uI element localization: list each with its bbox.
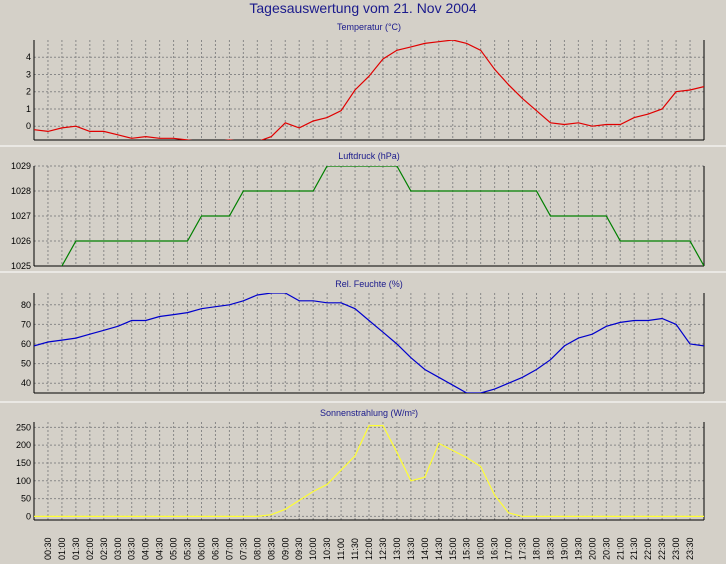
x-tick-label: 21:30 [629,537,639,560]
y-tick-label: 100 [16,476,31,486]
x-tick-label: 19:30 [573,537,583,560]
y-tick-label: 3 [26,69,31,79]
panel-title: Rel. Feuchte (%) [335,279,403,289]
x-tick-label: 11:00 [336,538,346,560]
y-tick-label: 1025 [11,261,31,271]
y-tick-label: 250 [16,422,31,432]
y-tick-label: 4 [26,52,31,62]
y-tick-label: 50 [21,359,31,369]
x-tick-label: 07:30 [238,537,248,560]
x-tick-label: 18:00 [532,537,542,560]
x-tick-label: 06:00 [197,537,207,560]
y-tick-label: 50 [21,494,31,504]
x-tick-label: 14:30 [434,537,444,560]
x-tick-label: 09:00 [280,537,290,560]
y-tick-label: 0 [26,121,31,131]
y-tick-label: 0 [26,511,31,521]
x-tick-label: 18:30 [545,537,555,560]
x-tick-label: 20:00 [587,537,597,560]
y-tick-label: 150 [16,458,31,468]
pressure-panel: Luftdruck (hPa) 1025 1026 1027 1028 1029 [11,151,705,271]
series-line [34,40,704,140]
x-tick-label: 08:30 [266,537,276,560]
x-tick-label: 10:30 [322,537,332,560]
x-tick-label: 04:00 [141,537,151,560]
series-line [34,425,704,518]
y-tick-label: 200 [16,440,31,450]
x-tick-label: 09:30 [294,537,304,560]
y-tick-label: 1026 [11,236,31,246]
x-tick-label: 04:30 [155,537,165,560]
x-tick-label: 01:30 [71,537,81,560]
panel-title: Sonnenstrahlung (W/m²) [320,408,418,418]
x-tick-label: 20:30 [601,537,611,560]
x-tick-label: 17:00 [504,537,514,560]
x-tick-label: 03:00 [113,537,123,560]
x-tick-label: 23:00 [671,537,681,560]
x-tick-label: 12:00 [364,537,374,560]
x-tick-label: 22:00 [643,537,653,560]
x-tick-label: 11:30 [350,538,360,560]
x-tick-label: 15:30 [462,537,472,560]
x-tick-label: 02:30 [99,537,109,560]
series-line [34,293,704,393]
x-tick-label: 01:00 [57,537,67,560]
y-tick-label: 1028 [11,186,31,196]
y-tick-label: 2 [26,87,31,97]
x-tick-label: 19:00 [559,537,569,560]
x-tick-label: 08:00 [252,537,262,560]
x-tick-label: 07:00 [224,537,234,560]
x-tick-label: 05:30 [183,537,193,560]
panel-title: Luftdruck (hPa) [338,151,400,161]
y-tick-label: 40 [21,378,31,388]
y-tick-label: 1 [26,104,31,114]
x-tick-label: 15:00 [448,537,458,560]
x-tick-label: 16:00 [476,537,486,560]
x-tick-label: 13:00 [392,537,402,560]
x-tick-label: 10:00 [308,537,318,560]
y-tick-label: 1029 [11,161,31,171]
x-tick-label: 14:00 [420,537,430,560]
x-tick-label: 00:30 [43,537,53,560]
y-tick-label: 70 [21,319,31,329]
page-title: Tagesauswertung vom 21. Nov 2004 [249,0,477,16]
temperature-panel: Temperatur (°C) 0 1 2 3 4 [26,22,705,141]
x-tick-label: 21:00 [615,537,625,560]
y-tick-label: 80 [21,300,31,310]
x-tick-label: 13:30 [406,537,416,560]
series-line [60,166,704,266]
humidity-panel: Rel. Feuchte (%) 40 50 60 70 80 [21,279,705,394]
x-tick-label: 05:00 [169,537,179,560]
x-axis-labels: 00:30 01:00 01:30 02:00 02:30 03:00 03:30 04:00… [43,537,695,560]
x-tick-label: 03:30 [127,537,137,560]
x-tick-label: 12:30 [378,537,388,560]
x-tick-label: 16:30 [490,537,500,560]
y-tick-label: 1027 [11,211,31,221]
x-tick-label: 06:30 [210,537,220,560]
solar-panel: Sonnenstrahlung (W/m²) 0 50 100 150 200 250 [16,408,705,521]
x-tick-label: 02:00 [85,537,95,560]
x-tick-label: 23:30 [685,537,695,560]
panel-title: Temperatur (°C) [337,22,401,32]
x-tick-label: 22:30 [657,537,667,560]
x-tick-label: 17:30 [518,537,528,560]
y-tick-label: 60 [21,339,31,349]
